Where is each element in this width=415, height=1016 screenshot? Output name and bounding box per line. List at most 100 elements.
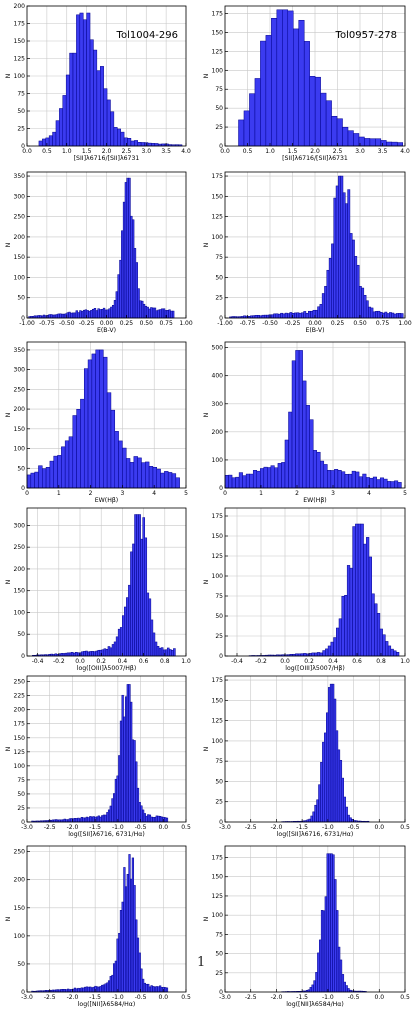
x-tick-label: -0.75	[240, 320, 256, 327]
histogram-bar	[89, 39, 94, 147]
histogram-bar	[372, 311, 376, 319]
histogram-bar	[328, 258, 332, 319]
histogram-bar	[84, 986, 87, 993]
histogram-bar	[93, 49, 98, 147]
histogram-bar	[316, 799, 319, 823]
histogram-bar	[376, 613, 381, 657]
histogram-bar	[331, 115, 338, 147]
y-tick-label: 25	[215, 799, 223, 806]
histogram-bar	[348, 473, 353, 489]
histogram-bar	[131, 857, 135, 993]
histogram-bar	[61, 313, 64, 319]
histogram-bar	[99, 816, 102, 823]
histogram-bar	[137, 288, 140, 319]
histogram-bar	[336, 118, 343, 147]
histogram-bar	[67, 988, 70, 993]
x-tick-label: -1.5	[296, 824, 308, 831]
x-tick-label: 1.5	[288, 148, 298, 155]
y-tick-label: 75	[215, 254, 223, 261]
y-tick-label: 300	[14, 522, 26, 529]
histogram-bar	[133, 456, 138, 489]
histogram-bar	[341, 471, 346, 489]
histogram-bar	[148, 598, 152, 657]
histogram-bar	[327, 687, 331, 823]
histogram-bar	[97, 986, 100, 993]
histogram-bar	[155, 815, 158, 823]
histogram-bar	[73, 987, 77, 993]
histogram-bar	[79, 310, 82, 319]
histogram-bar	[63, 818, 66, 823]
histogram-bar	[321, 293, 325, 319]
histogram-bar	[83, 651, 86, 657]
histogram-bar	[333, 197, 337, 319]
histogram-bar	[287, 313, 290, 319]
histogram-bar	[261, 314, 265, 319]
y-tick-label: 175	[212, 513, 224, 520]
y-tick-label: 300	[14, 367, 26, 374]
histogram-bar	[284, 439, 289, 489]
x-tick-label: 0.50	[140, 320, 154, 327]
x-tick-label: 0.0	[280, 658, 290, 665]
histogram-bar	[122, 201, 126, 319]
histogram-bar	[63, 989, 66, 993]
histogram-bar	[80, 398, 85, 489]
x-tick-label: -2.5	[245, 824, 257, 831]
histogram-bar	[79, 12, 84, 147]
x-axis-label: log([SII]λ6716, 6731/Hα)	[277, 831, 354, 838]
y-tick-label: 175	[14, 721, 26, 728]
histogram-bar	[152, 817, 155, 823]
histogram-bar	[398, 313, 402, 319]
histogram-bar	[363, 295, 367, 319]
y-tick-label: 100	[14, 274, 26, 281]
histogram-bar	[59, 108, 64, 147]
histogram-bar	[90, 987, 94, 993]
x-tick-label: -3.0	[219, 994, 231, 1001]
page-number: 1	[197, 955, 206, 970]
histogram-bar	[57, 313, 60, 319]
histogram-bar	[133, 740, 136, 823]
histogram-bar	[148, 466, 154, 489]
x-tick-label: 2	[295, 490, 299, 497]
histogram-bar	[78, 988, 82, 993]
y-tick-label: 150	[212, 533, 224, 540]
histogram-bar	[133, 248, 137, 319]
histogram-bar	[107, 646, 111, 657]
histogram-bar	[164, 471, 169, 489]
x-tick-label: 0.0	[375, 824, 385, 831]
x-tick-label: 0.4	[118, 658, 128, 665]
histogram-bar	[72, 415, 77, 489]
histogram-bar	[302, 380, 307, 489]
histogram-bar	[97, 649, 101, 657]
histogram-bar	[152, 307, 155, 319]
histogram-bar	[128, 684, 131, 823]
histogram-bar	[126, 874, 129, 993]
x-tick-label: 0.6	[352, 658, 362, 665]
y-tick-label: 75	[215, 931, 223, 938]
histogram-bar	[82, 309, 86, 319]
histogram-bar	[345, 806, 348, 823]
y-tick-label: 100	[212, 738, 224, 745]
x-tick-label: 0.0	[159, 994, 169, 1001]
histogram-bar	[42, 314, 46, 319]
histogram-bar	[319, 304, 323, 319]
x-tick-label: -0.25	[285, 320, 301, 327]
x-axis-label: E(B-V)	[97, 327, 116, 334]
histogram-bar	[325, 100, 332, 147]
histogram-bar	[160, 472, 165, 489]
histogram-bar	[68, 652, 72, 657]
x-tick-label: 3	[331, 490, 335, 497]
histogram-bar	[136, 937, 140, 993]
histogram-bar	[326, 269, 330, 319]
histogram-bar	[118, 755, 121, 823]
histogram-bar	[160, 987, 163, 993]
histogram-bar	[158, 647, 162, 657]
histogram-bar	[364, 138, 371, 147]
x-tick-label: 4	[367, 490, 371, 497]
x-tick-label: -0.25	[79, 320, 95, 327]
histogram-bar	[326, 853, 329, 993]
x-tick-label: 2.0	[102, 148, 112, 155]
y-axis-label: N	[5, 242, 12, 247]
y-tick-label: 25	[17, 805, 25, 812]
histogram-bar	[322, 650, 326, 657]
histogram-bar	[124, 696, 128, 823]
